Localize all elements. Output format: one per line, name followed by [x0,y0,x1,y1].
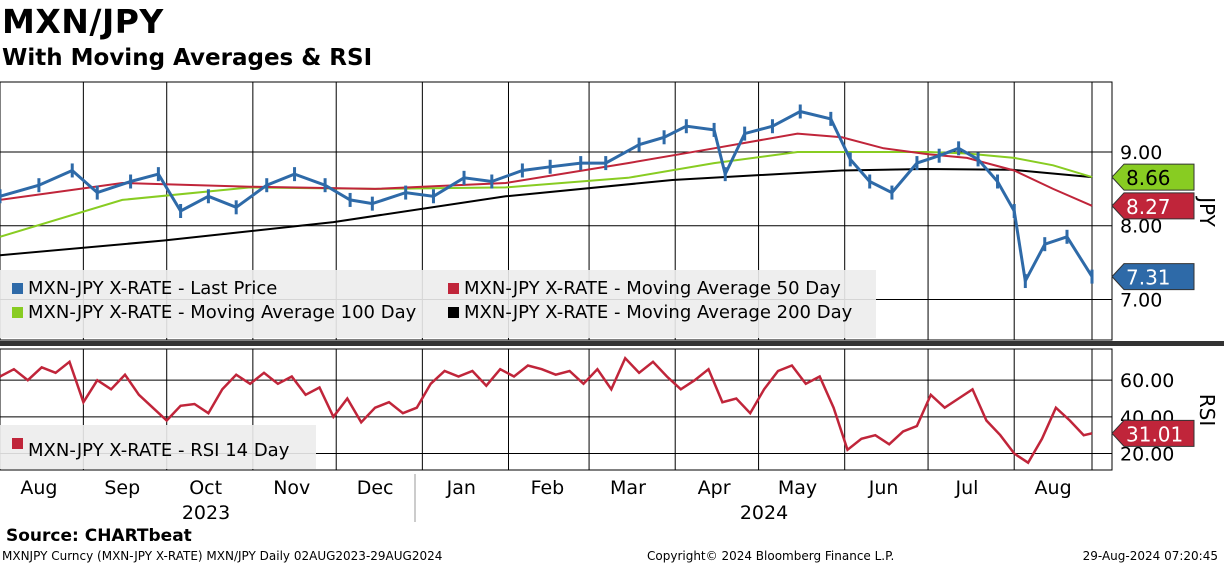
legend-entry: MXN-JPY X-RATE - Moving Average 200 Day [464,302,853,323]
price-yaxis-title: JPY [1195,195,1219,228]
last-tag-price-label: 7.31 [1126,266,1171,290]
price-ytick-label: 9.00 [1120,142,1162,164]
legend-entry: MXN-JPY X-RATE - Moving Average 100 Day [28,302,417,323]
legend-entry: MXN-JPY X-RATE - Last Price [28,278,277,299]
x-month-label: Sep [104,477,140,499]
chart-subtitle: With Moving Averages & RSI [2,45,373,71]
source-label: Source: CHARTbeat [6,526,192,546]
timestamp: 29-Aug-2024 07:20:45 [1082,549,1218,563]
series-rsi14 [0,355,1093,465]
price-ytick-label: 7.00 [1120,289,1162,311]
x-month-label: Dec [357,477,394,499]
last-tag-ma100-label: 8.66 [1126,166,1171,190]
last-tag-ma50-label: 8.27 [1126,195,1171,219]
series-last-price [0,109,1094,286]
rsi-yaxis-title: RSI [1195,394,1219,427]
panel-separator [0,341,1224,346]
legend-swatch [12,283,23,294]
rsi-panel-frame [0,348,1113,471]
x-year-label: 2024 [740,502,788,524]
legend-swatch [12,438,23,449]
x-year-label: 2023 [182,502,230,524]
x-month-label: Aug [20,477,57,499]
x-month-label: Mar [610,477,646,499]
x-month-label: Jan [446,477,476,499]
price-panel-frame [0,81,1113,341]
x-month-label: Feb [531,477,565,499]
x-month-label: Jul [954,477,978,499]
last-tag-rsi-label: 31.01 [1126,422,1183,446]
rsi-legend-box [0,425,316,469]
legend-swatch [448,307,459,318]
chart-title: MXN/JPY [2,2,164,41]
legend-swatch [448,283,459,294]
rsi-ytick-label: 20.00 [1120,444,1174,466]
security-descriptor: MXNJPY Curncy (MXN-JPY X-RATE) MXN/JPY D… [2,549,443,563]
price-legend-box [0,270,876,338]
x-month-label: Jun [868,477,899,499]
last-tag-price [1111,263,1195,291]
x-month-label: Oct [189,477,222,499]
last-tag-ma100 [1111,163,1195,191]
rsi-ytick-label: 60.00 [1120,370,1174,392]
series-ma50 [0,132,1093,207]
legend-entry: MXN-JPY X-RATE - Moving Average 50 Day [464,278,841,299]
price-ytick-label: 8.00 [1120,216,1162,238]
legend-entry: MXN-JPY X-RATE - RSI 14 Day [28,440,290,461]
last-tag-rsi [1111,419,1195,447]
x-month-label: Apr [698,477,731,499]
x-month-label: May [778,477,817,499]
copyright-notice: Copyright© 2024 Bloomberg Finance L.P. [647,549,895,563]
series-ma200 [0,167,1093,257]
x-month-label: Nov [273,477,310,499]
x-month-label: Aug [1035,477,1072,499]
last-tag-ma50 [1111,192,1195,220]
legend-swatch [12,307,23,318]
